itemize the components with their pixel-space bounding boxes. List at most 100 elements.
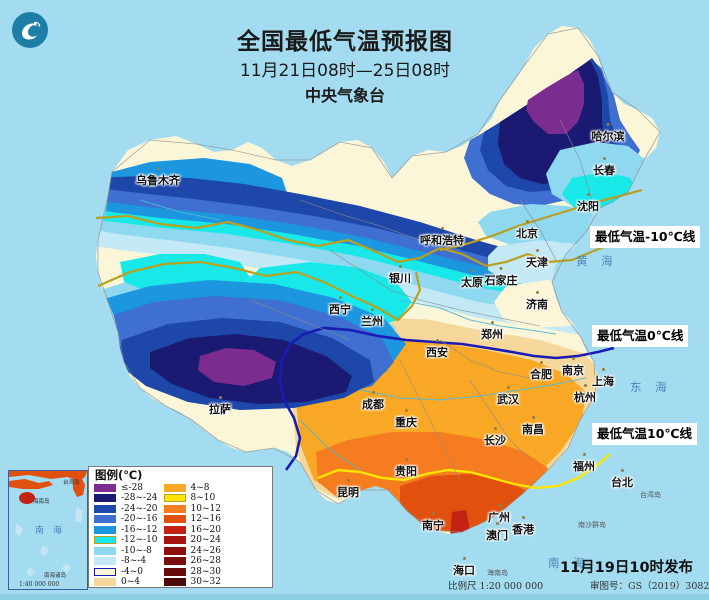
legend-column-right: 4~8 8~10 10~12 12~16 16~20 20~24 24~26 26~28 28~…	[163, 482, 221, 588]
city-label: 海口	[453, 557, 475, 578]
legend-row: -16~-12	[94, 525, 158, 536]
city-label: 北京	[516, 220, 538, 241]
legend-row: 20~24	[163, 535, 221, 546]
isotherm-zero-line-sw	[278, 343, 302, 471]
city-label: 香港	[512, 516, 534, 537]
legend-range-label: -12~-10	[121, 535, 158, 546]
city-dot-icon	[371, 391, 375, 394]
city-name: 广州	[488, 511, 510, 524]
legend-range-label: 20~24	[190, 535, 221, 546]
city-label: 武汉	[497, 386, 519, 407]
city-name: 西宁	[329, 303, 351, 316]
city-dot-icon	[531, 416, 535, 419]
city-name: 哈尔滨	[591, 130, 625, 143]
legend-panel: 图例(℃) ≤-28 -28~-24 -24~-20 -20~-16 -16~-12 -1…	[88, 466, 273, 588]
legend-row: -28~-24	[94, 493, 158, 504]
city-label: 乌鲁木齐	[136, 167, 180, 188]
legend-range-label: 28~30	[190, 566, 221, 577]
legend-range-label: -10~-8	[121, 545, 152, 556]
city-name: 北京	[516, 227, 538, 240]
city-dot-icon	[490, 321, 494, 324]
city-label: 呼和浩特	[420, 227, 464, 248]
city-dot-icon	[539, 361, 543, 364]
legend-range-label: -16~-12	[121, 524, 158, 535]
city-dot-icon	[583, 384, 587, 387]
city-label: 石家庄	[484, 267, 518, 288]
city-name: 长沙	[484, 434, 506, 447]
city-dot-icon	[571, 357, 575, 360]
city-label: 济南	[526, 291, 548, 312]
inset-taiwan-label: 台湾岛	[63, 480, 80, 486]
city-name: 武汉	[497, 393, 519, 406]
legend-title: 图例(℃)	[95, 468, 143, 482]
rivers	[139, 199, 587, 471]
isotherm-plus10-line	[317, 453, 611, 490]
legend-color-swatch	[94, 557, 116, 566]
city-dot-icon	[495, 522, 499, 525]
isotherm-zero-line	[289, 326, 615, 360]
legend-column-left: ≤-28 -28~-24 -24~-20 -20~-16 -16~-12 -12~-10-…	[94, 483, 158, 588]
city-name: 天津	[526, 256, 548, 269]
region-label: 海南岛	[487, 569, 508, 577]
city-name: 海口	[453, 564, 475, 577]
city-label: 上海	[592, 368, 614, 389]
legend-row: 12~16	[163, 514, 221, 525]
city-dot-icon	[370, 308, 374, 311]
legend-color-swatch	[94, 504, 116, 513]
city-label: 郑州	[481, 321, 503, 342]
city-label: 贵阳	[395, 458, 417, 479]
city-dot-icon	[602, 157, 606, 160]
region-label: 台湾岛	[640, 491, 661, 499]
legend-row: 16~20	[163, 525, 221, 536]
city-name: 合肥	[530, 368, 552, 381]
annotation-plus10-label: 最低气温10℃线	[592, 423, 698, 445]
city-label: 沈阳	[577, 193, 599, 214]
legend-row: 28~30	[163, 566, 221, 578]
city-name: 济南	[526, 298, 548, 311]
city-label: 西宁	[329, 296, 351, 317]
city-dot-icon	[470, 269, 474, 272]
city-label: 合肥	[530, 361, 552, 382]
legend-color-swatch	[94, 525, 116, 534]
legend-row: 24~26	[163, 546, 221, 557]
city-dot-icon	[497, 504, 501, 507]
region-label: 南沙群岛	[578, 521, 606, 529]
city-label: 西安	[426, 339, 448, 360]
map-scale-text: 比例尺 1:20 000 000	[448, 581, 544, 592]
legend-row: 8~10	[163, 493, 221, 504]
city-name: 长春	[593, 164, 615, 177]
city-dot-icon	[440, 227, 444, 230]
city-name: 石家庄	[484, 274, 518, 287]
legend-range-label: 4~8	[190, 482, 210, 493]
city-dot-icon	[535, 249, 539, 252]
inset-scale-text: 1:40 000 000	[19, 581, 60, 588]
city-label: 福州	[573, 453, 595, 474]
cma-dragon-logo-icon	[8, 8, 52, 52]
city-dot-icon	[218, 396, 222, 399]
city-name: 杭州	[574, 391, 596, 404]
city-dot-icon	[493, 427, 497, 430]
legend-color-swatch	[163, 536, 186, 545]
legend-range-label: -8~-4	[121, 556, 147, 567]
legend-row: 10~12	[163, 504, 221, 515]
legend-row: -4~0	[94, 567, 158, 578]
city-dot-icon	[462, 557, 466, 560]
legend-range-label: 30~32	[190, 577, 221, 588]
city-dot-icon	[398, 265, 402, 268]
legend-color-swatch	[94, 567, 116, 576]
city-dot-icon	[601, 368, 605, 371]
city-label: 重庆	[395, 409, 417, 430]
city-label: 哈尔滨	[591, 123, 625, 144]
sea-label: 黄 海	[576, 254, 618, 268]
legend-row: 4~8	[163, 482, 221, 494]
legend-color-swatch	[94, 578, 116, 587]
city-name: 乌鲁木齐	[136, 174, 180, 187]
city-name: 昆明	[337, 486, 359, 499]
legend-color-swatch	[94, 483, 116, 492]
legend-row: 0~4	[94, 577, 158, 588]
legend-row: 26~28	[163, 556, 221, 567]
city-name: 南宁	[422, 519, 444, 532]
city-name: 上海	[592, 375, 614, 388]
